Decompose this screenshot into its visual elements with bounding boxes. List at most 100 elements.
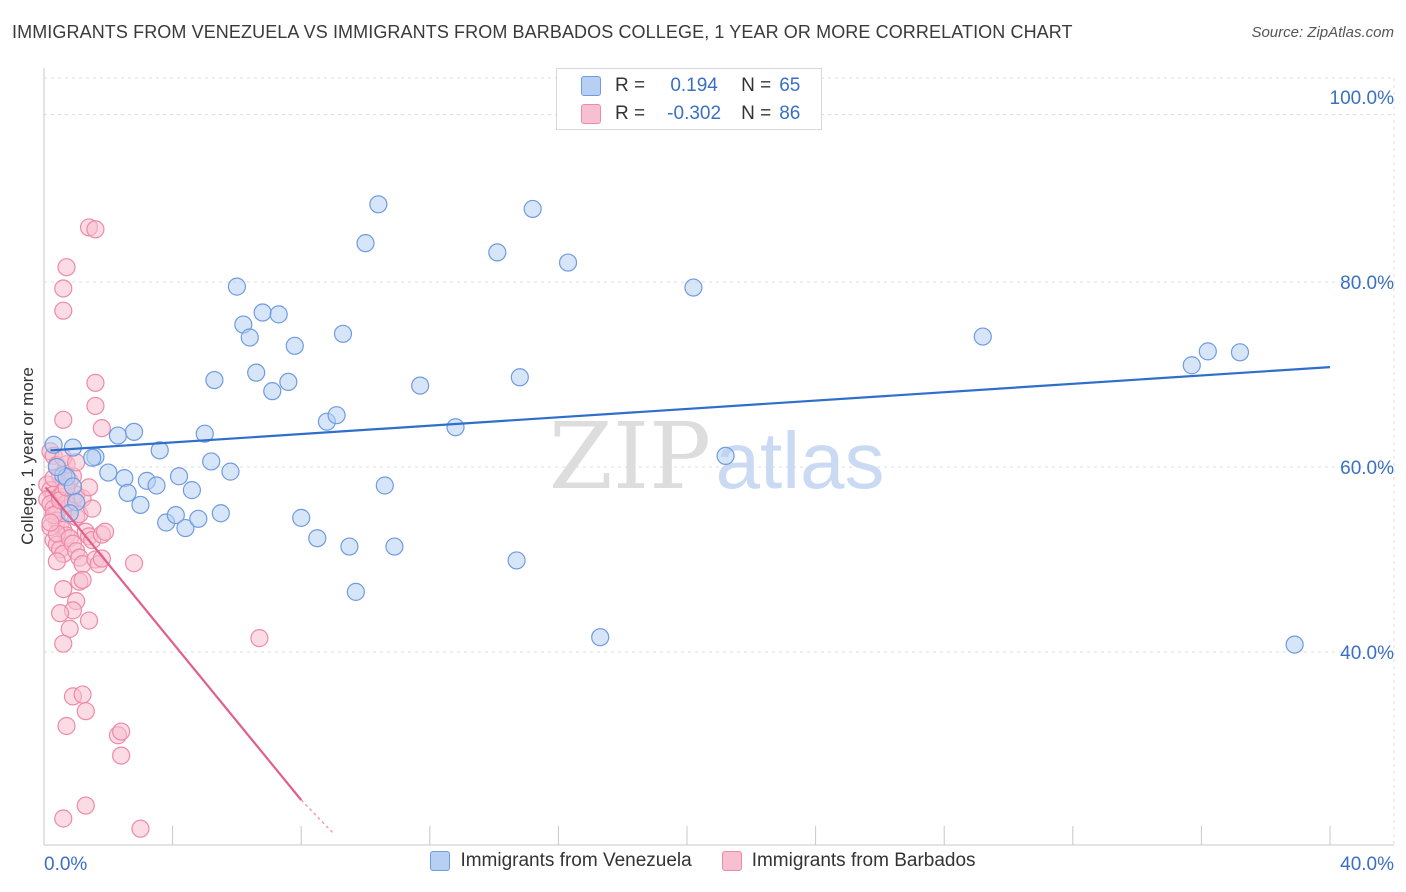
point-barbados [50,604,70,623]
point-venezuela [369,195,388,214]
legend-swatch-barbados [721,851,742,871]
point-barbados [112,746,131,765]
point-venezuela [182,481,201,500]
point-venezuela [411,376,430,395]
trend-line-barbados-extension [300,799,334,834]
r-value-venezuela: 0.194 [670,75,718,96]
stats-box: R = 0.194 N = 65 R = -0.302 N = 86 [556,68,822,130]
point-venezuela [99,463,118,482]
y-tick-label: 100.0% [1330,88,1395,109]
trend-line-barbados [44,486,303,801]
point-venezuela [446,418,465,437]
point-barbados [57,716,76,736]
point-venezuela [118,483,137,502]
n-value-barbados: 86 [779,103,801,124]
point-venezuela [211,504,230,523]
legend-swatch-venezuela [430,851,451,871]
y-tick-label: 60.0% [1340,458,1394,479]
point-barbados [73,685,92,704]
y-tick-label: 40.0% [1340,643,1394,664]
point-barbados [73,570,92,589]
point-barbados [95,522,115,541]
point-venezuela [510,368,529,387]
x-tick-label: 0.0% [44,854,87,875]
point-venezuela [263,382,282,401]
chart-title: IMMIGRANTS FROM VENEZUELA VS IMMIGRANTS … [12,22,1073,42]
point-barbados [86,373,105,392]
point-venezuela [385,537,404,556]
point-venezuela [346,582,365,601]
point-venezuela [558,253,578,272]
point-venezuela [340,537,359,556]
point-venezuela [195,424,214,443]
point-venezuela [189,509,208,528]
y-tick-label: 80.0% [1340,273,1394,294]
point-venezuela [60,504,79,523]
trend-lines [44,366,1331,834]
point-barbados [76,796,95,815]
point-venezuela [131,495,150,515]
watermark: ZIP atlas [549,403,885,510]
point-venezuela [507,551,526,570]
point-venezuela [375,476,394,495]
n-label: N = [741,75,772,96]
point-barbados [54,634,73,653]
point-venezuela [1230,343,1250,362]
legend-label-venezuela: Immigrants from Venezuela [460,850,692,871]
r-label: R = [615,103,646,124]
point-venezuela [63,477,83,496]
point-barbados [250,629,269,648]
point-venezuela [356,234,375,253]
point-barbados [57,258,76,277]
trend-line-venezuela [50,366,1331,452]
point-venezuela [292,508,311,527]
point-venezuela [124,422,144,441]
point-venezuela [1182,356,1201,375]
point-venezuela [221,462,240,481]
point-venezuela [333,324,353,343]
stats-swatch-barbados [581,104,601,124]
point-barbados [67,453,86,472]
legend-item-barbados[interactable]: Immigrants from Barbados [721,850,976,872]
point-venezuela [253,303,272,322]
point-venezuela [227,277,246,296]
point-venezuela [115,469,134,488]
n-value-venezuela: 65 [779,75,801,96]
legend: Immigrants from Venezuela Immigrants fro… [0,850,1406,872]
legend-label-barbados: Immigrants from Barbados [751,850,976,871]
stats-row-barbados: R = -0.302 N = 86 [581,101,800,127]
tick-labels: 100.0% 80.0% 60.0% 40.0% 0.0% 40.0% [44,88,1394,875]
point-venezuela [591,628,610,647]
point-venezuela [1285,635,1304,654]
point-venezuela [202,452,221,471]
point-barbados [79,478,99,497]
point-barbados [86,220,105,239]
point-barbados [47,552,66,571]
point-barbados [54,579,73,599]
point-venezuela [166,505,185,525]
point-venezuela [240,328,259,347]
point-venezuela [973,327,992,346]
stats-swatch-venezuela [581,76,601,96]
point-barbados [76,702,95,721]
point-venezuela [247,363,266,382]
stats-row-venezuela: R = 0.194 N = 65 [581,73,800,99]
venezuela-points [44,195,1304,654]
point-venezuela [308,529,327,548]
point-venezuela [176,518,195,538]
point-barbados [54,410,73,429]
source-label: Source: ZipAtlas.com [1251,24,1394,41]
point-venezuela [169,467,189,486]
legend-item-venezuela[interactable]: Immigrants from Venezuela [430,850,692,872]
point-venezuela [83,448,102,467]
point-barbados [131,819,150,838]
point-barbados [124,554,144,573]
point-venezuela [684,278,703,297]
watermark-zip: ZIP [549,403,711,510]
point-barbados [83,499,102,518]
point-venezuela [269,305,288,324]
point-venezuela [150,441,169,460]
point-venezuela [1198,342,1217,361]
point-barbados [54,279,73,298]
